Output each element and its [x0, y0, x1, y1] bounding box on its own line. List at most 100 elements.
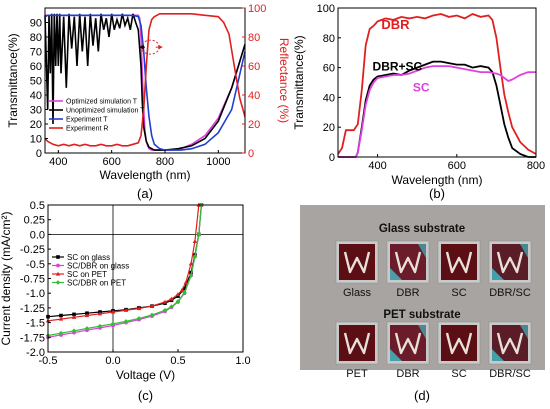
- a-xtick-0: 400: [49, 156, 67, 168]
- b-plot-frame: [337, 7, 537, 158]
- a-xtick-1: 600: [102, 156, 120, 168]
- pet-label-2: SC: [451, 368, 466, 380]
- glass-label-3: DBR/SC: [489, 287, 531, 299]
- pet-tile-0: [335, 321, 379, 365]
- a-y2tick-0: 0: [248, 148, 254, 160]
- c-ytick-3: -1.25: [20, 303, 45, 315]
- a-series-3: [44, 13, 246, 147]
- c-series-3-point-1: [58, 330, 64, 336]
- b-ytick-3: 60: [323, 63, 335, 75]
- c-series-3-point-12: [182, 290, 187, 295]
- c-series-3-point-6: [123, 319, 129, 324]
- a-ylabel: Transmittance(%): [6, 33, 20, 127]
- c-series-3-point-13: [188, 273, 194, 278]
- glass-tile-0: [335, 240, 379, 284]
- b-series-label-1: DBR+SC: [373, 60, 423, 74]
- c-legend-marker-1: [56, 263, 60, 268]
- a-y2tick-1: 20: [248, 119, 260, 131]
- pet-substrate-header: PET substrate: [383, 309, 460, 321]
- pet-label-0: PET: [346, 368, 368, 380]
- c-series-0-point-12: [182, 286, 187, 291]
- c-legend-marker-3: [55, 280, 61, 285]
- c-series-2-point-5: [110, 309, 116, 314]
- c-ytick-6: -0.5: [26, 259, 45, 271]
- b-ytick-5: 100: [317, 3, 335, 15]
- glass-tile-1: [386, 240, 430, 284]
- a-y2tick-3: 60: [248, 61, 260, 73]
- c-series-2-point-4: [97, 311, 103, 316]
- a-arrowhead-right: [158, 44, 163, 50]
- b-series-0: [337, 13, 537, 155]
- c-ytick-8: 0.0: [30, 229, 45, 241]
- c-ytick-2: -1.5: [26, 318, 45, 330]
- c-series-2-point-3: [84, 313, 90, 318]
- glass-substrate-header: Glass substrate: [379, 223, 465, 235]
- c-series-3-point-2: [71, 328, 77, 334]
- b-ytick-2: 40: [323, 92, 335, 104]
- b-ytick-0: 0: [329, 152, 335, 164]
- a-ytick-2: 20: [30, 119, 42, 131]
- c-xtick-1: 0.0: [105, 355, 120, 367]
- c-series-2-point-11: [175, 292, 181, 296]
- a-xtick-3: 1000: [206, 156, 230, 168]
- b-ytick-4: 80: [323, 33, 335, 45]
- b-xtick-1: 600: [448, 160, 466, 172]
- c-legend-marker-0: [56, 255, 60, 259]
- c-legend-label-0: SC on glass: [67, 253, 110, 262]
- c-series-3-point-7: [136, 316, 142, 321]
- a-xtick-2: 800: [156, 156, 174, 168]
- c-series-0-point-2: [72, 312, 76, 317]
- a-series-1: [44, 13, 246, 151]
- c-series-3-point-3: [84, 326, 90, 331]
- a-ytick-9: 90: [30, 18, 42, 30]
- c-series-3-point-4: [97, 323, 103, 329]
- a-ytick-3: 30: [30, 105, 42, 117]
- c-series-2-point-6: [123, 307, 129, 312]
- a-series-2: [44, 14, 246, 151]
- caption-a: (a): [137, 186, 153, 201]
- c-series-2-point-7: [136, 306, 142, 311]
- c-legend-label-2: SC on PET: [67, 270, 107, 279]
- caption-d: (d): [414, 388, 430, 403]
- c-ytick-9: 0.25: [24, 215, 45, 227]
- a-legend-label-1: Unoptimized simulation T: [66, 108, 145, 115]
- a-ytick-8: 80: [30, 32, 42, 44]
- b-series-1: [338, 60, 536, 158]
- a-xlabel: Wavelength (nm): [100, 168, 191, 182]
- pet-tile-3: [488, 321, 532, 365]
- c-series-3-point-9: [162, 307, 168, 313]
- b-xtick-2: 800: [527, 160, 545, 172]
- c-series-2-point-14: [188, 261, 194, 266]
- b-ylabel: Transmittance(%): [292, 35, 306, 129]
- b-series-label-2: SC: [413, 80, 430, 94]
- panel-a: 400 600 800 1000 0 10 20 30 40 50 60 70 80 90 0 20 40 60 8…: [6, 3, 291, 201]
- pet-label-1: DBR: [396, 368, 419, 380]
- c-series-2-point-15: [192, 239, 198, 244]
- a-y2tick-5: 100: [248, 3, 266, 15]
- c-xlabel: Voltage (V): [116, 368, 175, 382]
- c-series-2-point-12: [179, 287, 185, 292]
- a-ytick-6: 60: [30, 61, 42, 73]
- c-ytick-0: -2.0: [26, 347, 45, 359]
- a-ytick-4: 40: [30, 90, 42, 102]
- c-xtick-2: 0.5: [170, 355, 185, 367]
- c-series-3-point-8: [149, 312, 155, 318]
- a-ytick-7: 70: [30, 47, 42, 59]
- panel-d-photo: Glass substrate PET substrate Glass DBR SC…: [300, 205, 545, 403]
- glass-label-0: Glass: [343, 287, 372, 299]
- pet-tile-1: [386, 321, 430, 365]
- c-series-3-point-10: [169, 304, 174, 310]
- c-series-0-point-11: [176, 294, 180, 298]
- glass-tile-3: [488, 240, 532, 284]
- a-ytick-0: 0: [36, 148, 42, 160]
- c-series-2-point-9: [162, 299, 168, 304]
- a-legend-label-0: Optimized simulation T: [66, 99, 138, 106]
- c-series-3-point-5: [110, 321, 116, 327]
- a-y2tick-4: 80: [248, 32, 260, 44]
- c-legend-label-1: SC/DBR on glass: [67, 262, 129, 271]
- caption-c: (c): [138, 388, 153, 403]
- c-series-3-point-11: [175, 299, 181, 304]
- pet-tile-2: [437, 321, 481, 365]
- a-legend-label-3: Experiment R: [66, 126, 108, 133]
- c-ytick-1: -1.75: [20, 332, 45, 344]
